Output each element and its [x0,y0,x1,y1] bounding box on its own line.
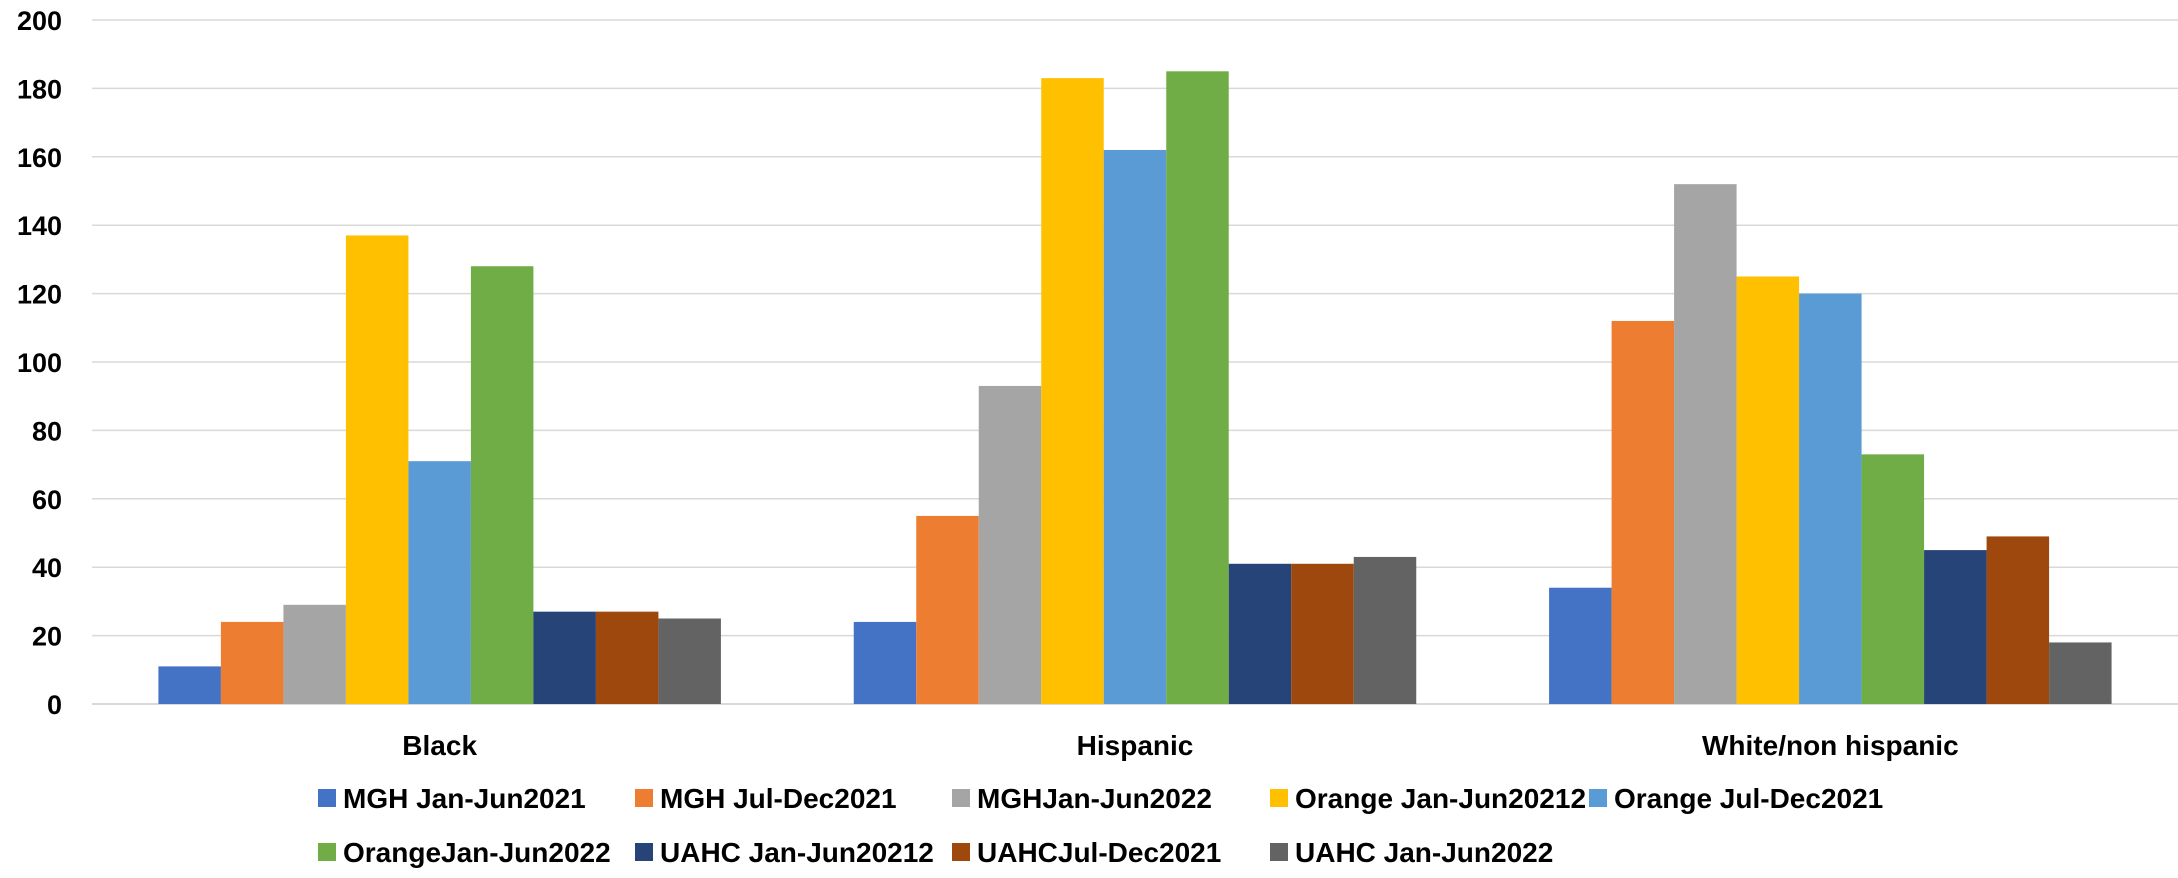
legend-label: UAHC Jan-Jun20212 [660,837,934,868]
legend-swatch [1270,789,1288,807]
x-category-label: Hispanic [1077,730,1194,761]
bar [916,515,979,704]
legend-label: UAHC Jan-Jun2022 [1295,837,1553,868]
legend-swatch [1270,843,1288,861]
bar [158,666,221,704]
bar [533,611,596,704]
legend: MGH Jan-Jun2021 MGH Jul-Dec2021 MGHJan-Jun… [318,783,1883,868]
bar [220,621,284,704]
legend-swatch [635,789,653,807]
bar [408,461,471,704]
y-tick-label: 40 [32,553,62,583]
bar [283,604,346,704]
y-tick-label: 0 [47,690,62,720]
x-category-label: White/non hispanic [1702,730,1959,761]
y-tick-label: 200 [17,6,62,36]
bar [1986,536,2050,704]
y-tick-label: 140 [17,211,62,241]
bar [345,235,409,704]
bar [978,385,1042,704]
legend-label: UAHCJul-Dec2021 [977,837,1221,868]
legend-swatch [952,789,970,807]
legend-swatch [318,843,336,861]
bar [1041,78,1104,704]
bar [1291,563,1354,704]
y-tick-label: 60 [32,485,62,515]
bar [470,266,534,704]
legend-label: MGHJan-Jun2022 [977,783,1212,814]
bar [1228,563,1292,704]
bar [658,618,721,704]
legend-label: OrangeJan-Jun2022 [343,837,611,868]
bar [1353,556,1417,704]
bar [1861,454,1925,704]
y-tick-label: 180 [17,74,62,104]
bar [1103,149,1167,704]
bar [1736,276,1800,704]
y-axis-ticks: 0 20 40 60 80 100 120 140 160 180 200 [17,6,62,720]
y-tick-label: 20 [32,622,62,652]
legend-label: MGH Jul-Dec2021 [660,783,897,814]
legend-swatch [635,843,653,861]
legend-swatch [1589,789,1607,807]
legend-swatch [952,843,970,861]
bars [158,71,2112,705]
bar [1166,71,1229,705]
bar [595,611,659,704]
bar [2049,642,2112,704]
y-tick-label: 100 [17,348,62,378]
bar [1611,320,1675,704]
legend-swatch [318,789,336,807]
y-tick-label: 160 [17,143,62,173]
bar [853,621,917,704]
y-tick-label: 120 [17,280,62,310]
bar [1674,184,1737,704]
x-axis-categories: Black Hispanic White/non hispanic [402,730,1958,761]
bar [1924,550,1987,704]
legend-label: MGH Jan-Jun2021 [343,783,586,814]
legend-label: Orange Jul-Dec2021 [1614,783,1883,814]
legend-label: Orange Jan-Jun20212 [1295,783,1586,814]
x-category-label: Black [402,730,477,761]
bar [1799,293,1862,704]
bar [1549,587,1612,704]
y-tick-label: 80 [32,416,62,446]
